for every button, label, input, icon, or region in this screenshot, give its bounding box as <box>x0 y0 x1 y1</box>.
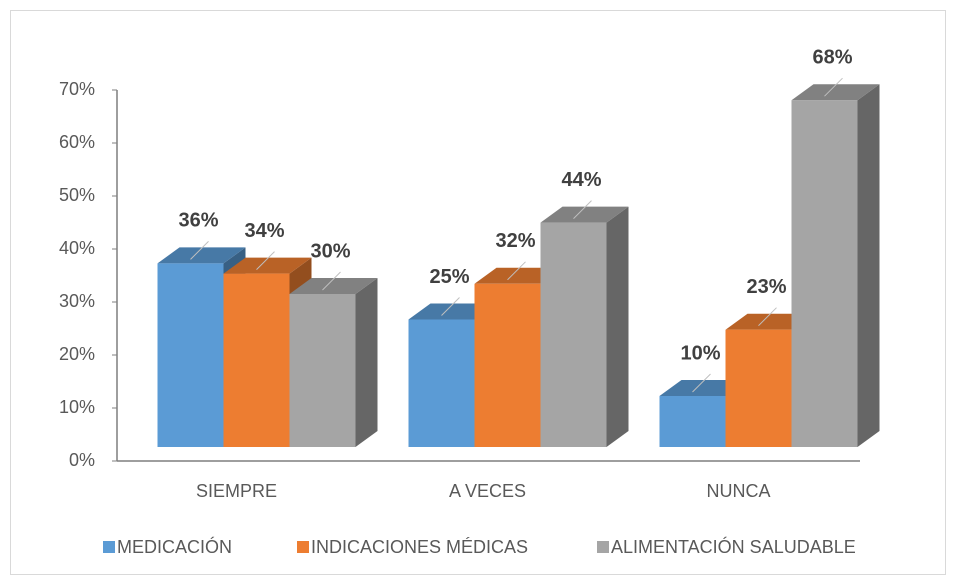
y-tick-label: 30% <box>59 291 95 311</box>
y-tick-label: 50% <box>59 185 95 205</box>
legend-label: MEDICACIÓN <box>117 536 232 557</box>
bar-side <box>857 84 880 447</box>
y-tick-label: 70% <box>59 79 95 99</box>
data-label: 36% <box>178 210 218 232</box>
data-label: 30% <box>310 240 350 262</box>
bar <box>725 329 792 447</box>
legend-label: ALIMENTACIÓN SALUDABLE <box>611 536 856 557</box>
data-label: 25% <box>429 266 469 288</box>
bar <box>157 263 224 447</box>
y-tick-label: 60% <box>59 132 95 152</box>
bar <box>474 283 541 447</box>
leader-line <box>256 251 275 270</box>
bar-side <box>355 278 378 447</box>
bar-top <box>223 257 312 274</box>
legend-swatch <box>297 541 309 553</box>
bar-top <box>157 247 246 264</box>
leader-line <box>507 261 526 281</box>
bar-top <box>540 206 629 223</box>
leader-line <box>322 271 341 291</box>
data-label: 10% <box>680 342 720 364</box>
bar <box>791 100 858 447</box>
bar-side <box>606 206 629 447</box>
bar <box>289 294 356 447</box>
x-tick-label: NUNCA <box>706 481 770 501</box>
y-tick-label: 0% <box>69 450 95 470</box>
data-label: 23% <box>746 276 786 298</box>
legend-swatch <box>103 541 115 553</box>
leader-line <box>573 200 592 219</box>
bar <box>659 396 726 447</box>
data-label: 68% <box>812 46 852 68</box>
leader-line <box>692 373 711 393</box>
bar-top <box>791 84 880 101</box>
y-tick-label: 20% <box>59 344 95 364</box>
bar <box>223 273 290 447</box>
data-label: 44% <box>561 169 601 191</box>
y-tick-label: 40% <box>59 238 95 258</box>
leader-line <box>758 307 777 327</box>
legend-swatch <box>597 541 609 553</box>
y-tick-label: 10% <box>59 397 95 417</box>
data-label: 34% <box>244 220 284 242</box>
bar <box>408 319 475 447</box>
leader-line <box>190 241 209 260</box>
legend-label: INDICACIONES MÉDICAS <box>311 537 528 557</box>
data-label: 32% <box>495 230 535 252</box>
leader-line <box>824 77 843 97</box>
x-tick-label: SIEMPRE <box>196 481 277 501</box>
x-tick-label: A VECES <box>449 481 526 501</box>
bar <box>540 222 607 447</box>
bar-top <box>289 278 378 294</box>
leader-line <box>441 297 460 316</box>
